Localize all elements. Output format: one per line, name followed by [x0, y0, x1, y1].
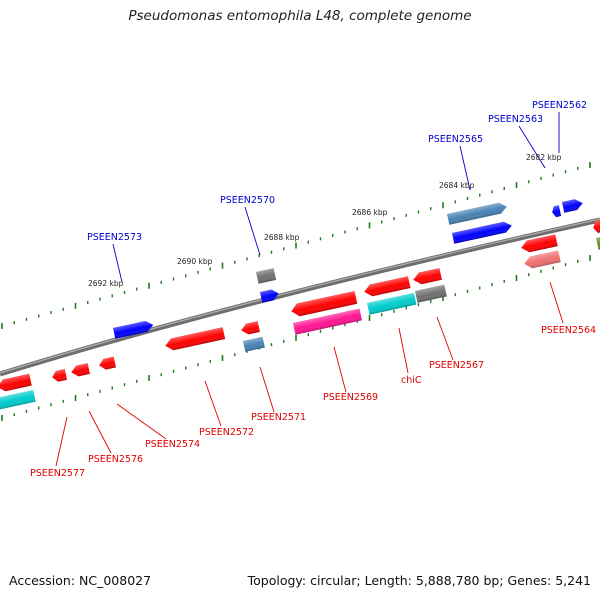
- gene-PSEEN2570[interactable]: [260, 288, 280, 303]
- leader-line: [112, 243, 123, 283]
- map-title: Pseudomonas entomophila L48, complete ge…: [128, 8, 472, 24]
- gene-left-edge-a[interactable]: [0, 373, 32, 393]
- gene-PSEEN2570-gray[interactable]: [256, 268, 277, 284]
- gene-label-PSEEN2572[interactable]: PSEEN2572: [199, 427, 254, 438]
- leader-line: [518, 125, 546, 169]
- gene-label-PSEEN2573[interactable]: PSEEN2573: [87, 232, 142, 243]
- gene-right-edge-olive[interactable]: [596, 236, 600, 250]
- gene-PSEEN2564-a[interactable]: [520, 234, 558, 253]
- accession-text: Accession: NC_008027: [9, 573, 152, 588]
- gene-label-PSEEN2571[interactable]: PSEEN2571: [251, 412, 306, 423]
- gene-PSEEN2574[interactable]: [98, 356, 116, 371]
- genome-backbone: [0, 217, 600, 377]
- gene-label-PSEEN2570[interactable]: PSEEN2570: [220, 195, 275, 206]
- leader-line: [459, 145, 471, 191]
- gene-label-PSEEN2569[interactable]: PSEEN2569: [323, 392, 378, 403]
- gene-PSEEN2573[interactable]: [113, 320, 154, 339]
- kbp-label-2684: 2684 kbp: [439, 181, 475, 190]
- leader-line: [55, 416, 68, 467]
- gene-label-PSEEN2563[interactable]: PSEEN2563: [488, 114, 543, 125]
- gene-label-PSEEN2576[interactable]: PSEEN2576: [88, 454, 143, 465]
- gene-chiC-b[interactable]: [367, 292, 417, 315]
- leader-line: [549, 281, 564, 324]
- gene-PSEEN2571-b[interactable]: [243, 336, 265, 352]
- leader-line: [398, 327, 409, 374]
- gene-PSEEN2565-a[interactable]: [447, 201, 508, 225]
- gene-chiC-a[interactable]: [363, 276, 411, 297]
- label-leader-lines: [55, 112, 564, 467]
- gene-features: [0, 198, 600, 410]
- gene-label-PSEEN2565[interactable]: PSEEN2565: [428, 134, 483, 145]
- gene-label-PSEEN2577[interactable]: PSEEN2577: [30, 468, 85, 479]
- gene-PSEEN2569-b[interactable]: [293, 308, 362, 335]
- gene-PSEEN2565-b[interactable]: [452, 220, 513, 244]
- leader-line: [244, 206, 261, 256]
- gene-label-PSEEN2574[interactable]: PSEEN2574: [145, 439, 200, 450]
- gene-PSEEN2563[interactable]: [551, 205, 562, 218]
- gene-label-chiC[interactable]: chiC: [401, 375, 422, 386]
- gene-PSEEN2569-a[interactable]: [290, 291, 358, 318]
- gene-PSEEN2572[interactable]: [164, 327, 226, 351]
- gene-label-PSEEN2562[interactable]: PSEEN2562: [532, 100, 587, 111]
- gene-PSEEN2567-a[interactable]: [412, 268, 442, 286]
- gene-right-edge[interactable]: [592, 219, 600, 234]
- gene-label-PSEEN2567[interactable]: PSEEN2567: [429, 360, 484, 371]
- leader-line: [204, 380, 222, 427]
- gene-label-PSEEN2564[interactable]: PSEEN2564: [541, 325, 596, 336]
- gene-PSEEN2564-b[interactable]: [523, 250, 561, 269]
- kbp-label-2682: 2682 kbp: [526, 153, 562, 162]
- kbp-label-2690: 2690 kbp: [177, 257, 213, 266]
- kbp-label-2692: 2692 kbp: [88, 279, 124, 288]
- leader-line: [259, 366, 275, 413]
- kbp-label-2688: 2688 kbp: [264, 233, 300, 242]
- leader-line: [333, 346, 347, 393]
- gene-PSEEN2576[interactable]: [70, 363, 90, 378]
- gene-PSEEN2577[interactable]: [51, 369, 68, 383]
- gene-PSEEN2567-b[interactable]: [415, 284, 447, 303]
- topology-summary: Topology: circular; Length: 5,888,780 bp…: [247, 573, 591, 588]
- leader-line: [436, 316, 454, 361]
- leader-line: [116, 403, 167, 440]
- leader-line: [88, 410, 112, 454]
- kbp-label-2686: 2686 kbp: [352, 208, 388, 217]
- gene-left-edge-b[interactable]: [0, 389, 36, 410]
- gene-PSEEN2562[interactable]: [562, 198, 584, 213]
- gene-PSEEN2571-a[interactable]: [240, 321, 260, 336]
- position-ticks: [1, 162, 591, 421]
